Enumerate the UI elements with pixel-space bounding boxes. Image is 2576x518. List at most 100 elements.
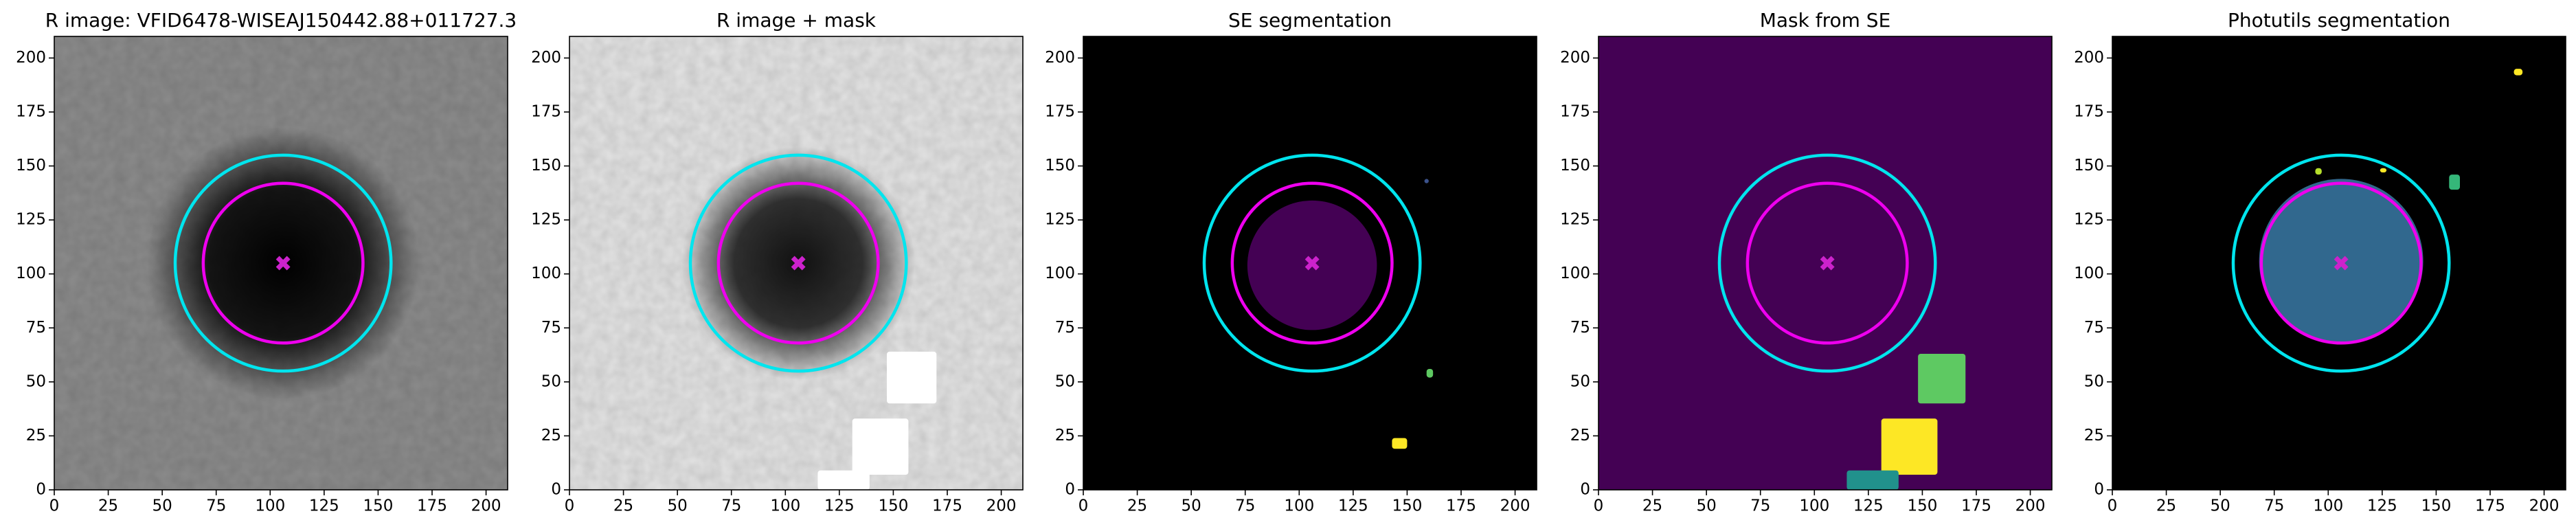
x-tick-label: 175 bbox=[417, 497, 447, 515]
y-tick-label: 150 bbox=[2074, 157, 2104, 174]
x-tick-label: 150 bbox=[363, 497, 393, 515]
y-tick-label: 25 bbox=[26, 427, 46, 444]
mask-patch bbox=[1881, 418, 1938, 475]
mask-patch bbox=[2380, 168, 2387, 172]
axes-frame bbox=[1598, 36, 2053, 491]
panel: R image + mask 0 25 50 75 100 125 150 175 200 0 25 5… bbox=[531, 9, 1024, 515]
y-tick-label: 175 bbox=[2074, 103, 2104, 121]
x-tick-label: 125 bbox=[309, 497, 339, 515]
x-tick-label: 150 bbox=[878, 497, 908, 515]
y-tick-label: 100 bbox=[2074, 264, 2104, 282]
y-tick-label: 125 bbox=[531, 211, 561, 229]
x-tick-label: 50 bbox=[668, 497, 688, 515]
x-tick-label: 50 bbox=[1182, 497, 1201, 515]
aperture-circle bbox=[201, 181, 365, 345]
x-tick-label: 75 bbox=[2264, 497, 2284, 515]
aperture-circle bbox=[2231, 153, 2451, 373]
y-tick-label: 0 bbox=[1580, 481, 1590, 499]
x-tick-label: 25 bbox=[1127, 497, 1147, 515]
x-tick-label: 125 bbox=[1853, 497, 1884, 515]
x-tick-label: 200 bbox=[1500, 497, 1530, 515]
mask-patch bbox=[887, 351, 937, 404]
y-tick-label: 175 bbox=[531, 103, 561, 121]
center-marker bbox=[2334, 256, 2349, 271]
y-tick-label: 50 bbox=[2084, 372, 2104, 390]
x-tick-label: 100 bbox=[2313, 497, 2343, 515]
panel-title: R image + mask bbox=[716, 9, 877, 32]
x-tick-label: 200 bbox=[2015, 497, 2046, 515]
y-tick-label: 25 bbox=[1055, 427, 1075, 444]
y-tick-label: 50 bbox=[541, 372, 561, 390]
y-tick-label: 125 bbox=[16, 211, 46, 229]
x-tick-label: 75 bbox=[721, 497, 741, 515]
panel-title: Photutils segmentation bbox=[2228, 9, 2450, 32]
x-tick-label: 0 bbox=[1594, 497, 1604, 515]
panel: SE segmentation 0 25 50 75 100 125 150 175 200 0 25… bbox=[1045, 9, 1537, 515]
mask-patch bbox=[852, 418, 909, 475]
mask-patch bbox=[1424, 179, 1429, 183]
image-area bbox=[54, 36, 508, 490]
x-tick-label: 125 bbox=[824, 497, 855, 515]
y-tick-label: 200 bbox=[16, 49, 46, 67]
y-tick-label: 75 bbox=[1570, 319, 1590, 337]
y-tick-label: 150 bbox=[1560, 157, 1590, 174]
x-tick-label: 25 bbox=[1642, 497, 1662, 515]
x-tick-label: 0 bbox=[565, 497, 575, 515]
aperture-circle bbox=[1202, 153, 1422, 373]
y-tick-label: 0 bbox=[1065, 481, 1075, 499]
aperture-circle bbox=[1745, 181, 1909, 345]
y-tick-label: 125 bbox=[1045, 211, 1075, 229]
axes-frame bbox=[54, 36, 508, 491]
x-tick-label: 25 bbox=[98, 497, 118, 515]
y-tick-label: 75 bbox=[1055, 319, 1075, 337]
y-tick-label: 75 bbox=[26, 319, 46, 337]
y-tick-label: 200 bbox=[1560, 49, 1590, 67]
y-tick-label: 50 bbox=[1055, 372, 1075, 390]
x-tick-label: 200 bbox=[471, 497, 501, 515]
y-tick-label: 200 bbox=[2074, 49, 2104, 67]
x-tick-label: 0 bbox=[2108, 497, 2118, 515]
x-tick-label: 100 bbox=[1799, 497, 1829, 515]
y-tick-label: 150 bbox=[531, 157, 561, 174]
image-area bbox=[1598, 36, 2052, 490]
y-tick-label: 25 bbox=[2084, 427, 2104, 444]
mask-patch bbox=[2449, 174, 2460, 190]
x-tick-label: 50 bbox=[1697, 497, 1717, 515]
panel-title: R image: VFID6478-WISEAJ150442.88+011727… bbox=[45, 9, 517, 32]
center-marker bbox=[1304, 256, 1320, 271]
y-tick-label: 75 bbox=[541, 319, 561, 337]
x-tick-label: 75 bbox=[1750, 497, 1770, 515]
y-tick-label: 25 bbox=[541, 427, 561, 444]
y-tick-label: 175 bbox=[1045, 103, 1075, 121]
y-tick-label: 200 bbox=[1045, 49, 1075, 67]
x-tick-label: 100 bbox=[1284, 497, 1314, 515]
x-tick-label: 50 bbox=[152, 497, 172, 515]
x-tick-label: 50 bbox=[2211, 497, 2230, 515]
mask-patch bbox=[817, 470, 870, 490]
y-tick-label: 100 bbox=[1045, 264, 1075, 282]
image-area bbox=[1083, 36, 1537, 490]
panel: R image: VFID6478-WISEAJ150442.88+011727… bbox=[16, 9, 517, 515]
mask-patch bbox=[2315, 168, 2322, 175]
aperture-circle bbox=[716, 181, 880, 345]
x-tick-label: 25 bbox=[613, 497, 633, 515]
x-tick-label: 125 bbox=[1338, 497, 1368, 515]
y-tick-label: 125 bbox=[2074, 211, 2104, 229]
image-area bbox=[569, 36, 1023, 490]
y-tick-label: 0 bbox=[36, 481, 46, 499]
x-tick-label: 100 bbox=[770, 497, 800, 515]
mask-patch bbox=[1426, 369, 1434, 378]
panel-title: Mask from SE bbox=[1760, 9, 1891, 32]
x-tick-label: 175 bbox=[1961, 497, 1991, 515]
axes-frame bbox=[569, 36, 1024, 491]
x-tick-label: 75 bbox=[206, 497, 226, 515]
axes-frame bbox=[2112, 36, 2566, 491]
mask-patch bbox=[1846, 470, 1899, 490]
axes-frame bbox=[1083, 36, 1537, 491]
y-tick-label: 100 bbox=[531, 264, 561, 282]
y-tick-label: 175 bbox=[1560, 103, 1590, 121]
center-marker bbox=[1820, 256, 1835, 271]
y-tick-label: 100 bbox=[16, 264, 46, 282]
y-tick-label: 150 bbox=[1045, 157, 1075, 174]
